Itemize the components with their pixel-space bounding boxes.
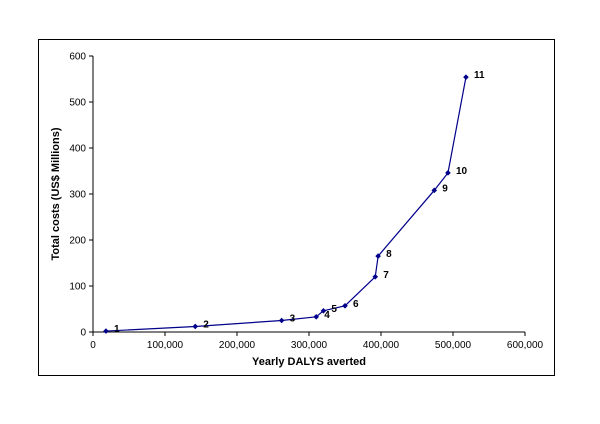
y-tick-label: 400: [69, 144, 86, 155]
data-point-label: 10: [456, 166, 468, 177]
x-tick-label: 500,000: [435, 340, 472, 351]
data-point: [431, 187, 438, 194]
x-tick-label: 0: [90, 340, 96, 351]
y-tick-label: 200: [69, 236, 86, 247]
data-point: [278, 317, 285, 324]
axes: [92, 56, 525, 333]
y-tick-label: 100: [69, 282, 86, 293]
series-group: 1 2 3 45 6 7 8 9 10 11: [103, 70, 485, 335]
y-axis-ticks: 0 100 200 300 400 500 600: [69, 52, 93, 339]
y-axis-label: Total costs (US$ Millions): [50, 127, 62, 260]
data-point: [313, 314, 319, 320]
x-tick-label: 600,000: [507, 340, 544, 351]
x-tick-label: 200,000: [219, 340, 256, 351]
data-point: [463, 74, 469, 80]
y-tick-label: 600: [69, 52, 86, 63]
y-tick-label: 0: [80, 328, 86, 339]
y-tick-label: 500: [69, 98, 86, 109]
data-point-label: 11: [474, 70, 485, 81]
series-line: [105, 77, 467, 332]
data-point: [375, 253, 381, 259]
x-axis-label: Yearly DALYS averted: [252, 356, 366, 368]
data-point: [320, 308, 327, 314]
y-tick-label: 300: [69, 190, 86, 201]
data-point-label: 3: [290, 314, 296, 325]
chart-frame: [38, 39, 555, 376]
data-point-label: 7: [383, 270, 389, 281]
x-tick-label: 400,000: [363, 340, 400, 351]
data-point: [445, 170, 451, 176]
data-point-label: 1: [114, 324, 120, 335]
data-point: [372, 274, 379, 280]
x-tick-label: 300,000: [291, 340, 328, 351]
x-tick-label: 100,000: [147, 340, 184, 351]
data-point-label: 9: [442, 183, 448, 194]
data-point: [342, 302, 348, 309]
data-point: [192, 323, 199, 330]
x-axis-ticks: 0 100,000 200,000 300,000 400,000 500,000 600,…: [90, 332, 544, 351]
data-point-label: 4: [324, 310, 330, 321]
data-point-label: 6: [353, 299, 359, 310]
data-point-label: 5: [331, 304, 337, 315]
data-point: [103, 328, 109, 334]
data-point-label: 8: [386, 249, 392, 260]
data-point-label: 2: [203, 319, 209, 330]
